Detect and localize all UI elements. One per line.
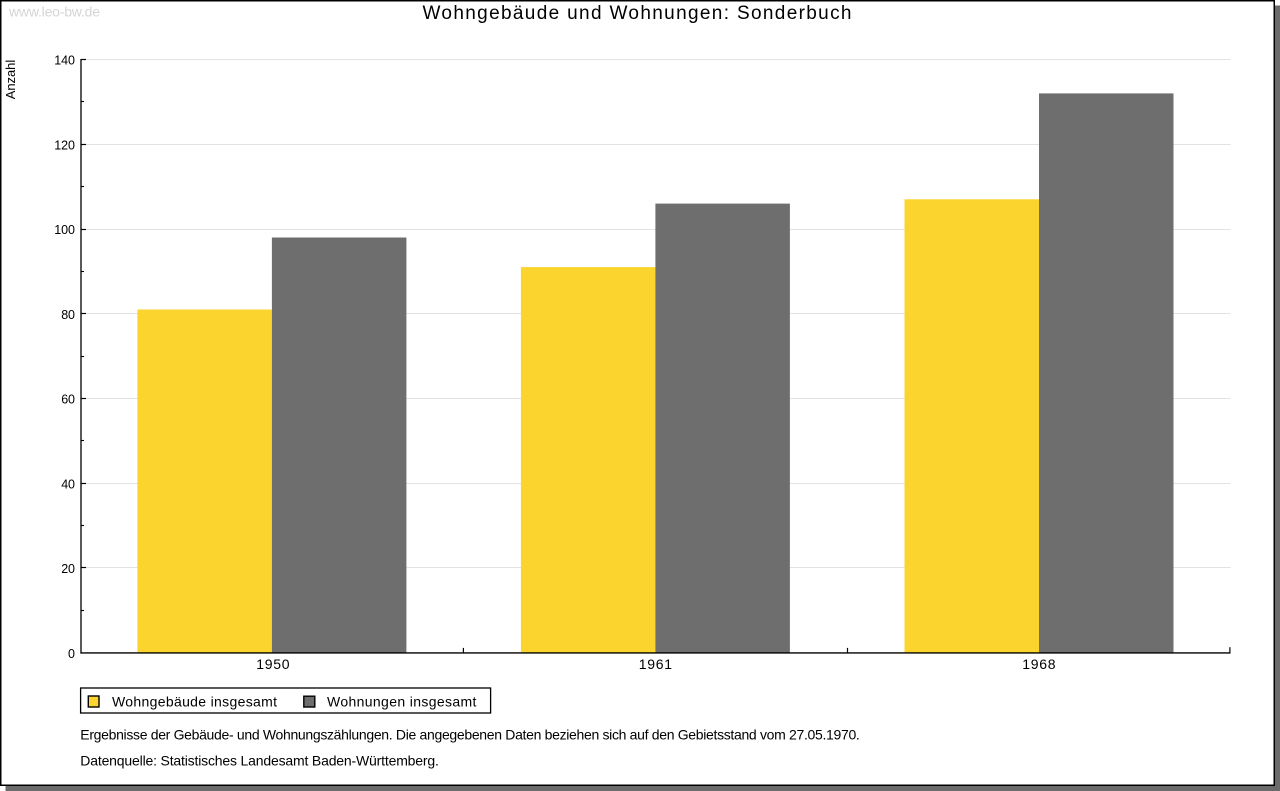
svg-text:140: 140 <box>54 54 75 68</box>
svg-text:1968: 1968 <box>1022 656 1056 672</box>
svg-text:20: 20 <box>61 562 75 576</box>
svg-text:0: 0 <box>68 647 75 661</box>
svg-text:40: 40 <box>61 477 75 491</box>
svg-text:Ergebnisse der Gebäude- und Wo: Ergebnisse der Gebäude- und Wohnungszähl… <box>80 727 859 743</box>
svg-text:Wohnungen insgesamt: Wohnungen insgesamt <box>327 694 477 710</box>
svg-text:100: 100 <box>54 223 75 237</box>
svg-text:80: 80 <box>61 308 75 322</box>
svg-text:60: 60 <box>61 393 75 407</box>
svg-text:Wohngebäude und Wohnungen: Son: Wohngebäude und Wohnungen: Sonderbuch <box>423 3 852 24</box>
svg-text:1961: 1961 <box>639 656 673 672</box>
svg-text:Datenquelle: Statistisches Lan: Datenquelle: Statistisches Landesamt Bad… <box>80 752 439 768</box>
svg-text:www.leo-bw.de: www.leo-bw.de <box>8 4 100 20</box>
svg-text:Wohngebäude insgesamt: Wohngebäude insgesamt <box>112 694 277 710</box>
svg-text:120: 120 <box>54 138 75 152</box>
svg-text:Anzahl: Anzahl <box>3 60 18 100</box>
svg-text:1950: 1950 <box>256 656 290 672</box>
